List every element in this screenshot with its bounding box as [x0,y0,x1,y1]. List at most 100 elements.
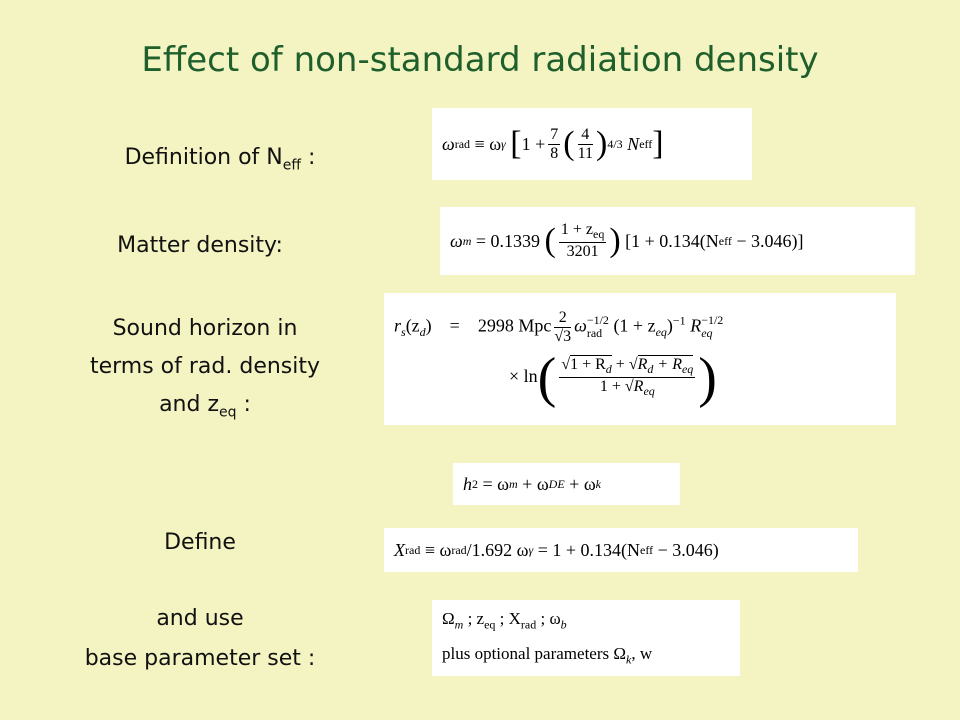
text-piece: , w [631,644,653,663]
text-piece: R [633,378,644,395]
text-piece: : [236,392,251,417]
group: 1 + √Req [559,377,695,399]
text-piece: γ [528,542,534,557]
text-piece: 8 [550,144,559,162]
text-piece: eq [593,227,605,242]
text-piece: terms of rad. density [89,354,321,379]
text-piece: eq [655,324,667,339]
text-piece: (1 + z [613,315,656,336]
text-piece: m [509,476,518,491]
text-piece: ) [425,315,432,336]
text-piece: = ω [482,473,510,494]
text-piece: R [690,315,702,336]
group: Ωm ; zeq ; Xrad ; ωb [442,609,567,632]
text-piece: b [560,617,567,631]
text-piece: ) [609,222,621,259]
text-piece: [1 + 0.134(N [625,230,719,251]
text-piece: [ [510,125,522,162]
text-piece: eff [640,542,654,557]
group: rs(zd) = 2998 Mpc 2 √3 ω −1/2 rad (1 + zeq)−1… [394,309,723,346]
group: √1 + Rd + √Rd + Req 1 + √Req [559,354,696,399]
text-piece: Sound horizon in [112,316,298,341]
text-piece: DE [548,476,565,491]
text-piece: 4 [577,126,593,145]
group: 1 + zeq [558,220,607,244]
text-piece: 2998 Mpc [477,315,552,336]
text-piece: Ω [442,608,455,628]
text-piece: 11 [577,144,593,162]
text-piece: 1 + R [570,355,606,373]
group: 2 √3 [554,309,572,346]
text-piece: ≡ ω [474,133,502,154]
slide-title: Effect of non-standard radiation density [141,40,819,80]
text-piece: rad [451,542,467,557]
equation-params: Ωm ; zeq ; Xrad ; ωb plus optional param… [432,600,740,676]
text-piece: plus optional parameters Ω [442,644,627,663]
text-piece: ( [544,222,556,259]
text-piece: ; X [495,608,521,628]
text-piece: ) [596,125,608,162]
text-piece: X [394,539,405,560]
text-piece: eff [282,157,302,174]
text-piece: + [615,355,625,373]
text-piece: −1/2 [701,313,724,327]
text-piece: 1 + [521,133,546,154]
label-define: Define [164,530,236,555]
text-piece: ( [563,125,575,162]
text-piece: −1/2 [586,313,609,327]
text-piece: rad [586,326,603,340]
text-piece: − 3.046) [657,539,719,560]
text-piece: r [394,315,402,336]
text-piece: ) [698,346,717,409]
text-piece: ( [537,346,557,409]
text-piece: rad [405,542,421,557]
text-piece: 2 [472,476,478,491]
text-piece: = 1 + 0.134(N [537,539,641,560]
text-piece: √3 [554,327,572,345]
group: 4 11 [577,126,593,163]
group: 1 + Rd [570,354,612,376]
group: plus optional parameters Ωk, w [442,644,652,667]
text-piece: − 3.046)] [736,230,804,251]
text-piece: (z [405,315,420,336]
text-piece: √ [561,355,571,373]
text-piece: γ [501,136,506,151]
text-piece: 4/3 [607,136,623,151]
label-and-use: and use [156,606,244,631]
label-neff: Definition of Neff : [80,145,360,173]
text-piece: 2 [554,309,572,328]
text-piece: eq [484,617,496,631]
text-piece: k [595,476,601,491]
equation-sound: rs(zd) = 2998 Mpc 2 √3 ω −1/2 rad (1 + zeq)−1… [384,293,896,425]
text-piece: k [626,652,632,667]
text-piece: m [462,233,472,248]
group: and zeq : [40,386,370,431]
text-piece: ; ω [536,608,561,628]
group: √1 + Rd + √Rd + Req [559,354,696,378]
text-piece: + ω [569,473,596,494]
text-piece: 1 + z [560,220,593,238]
text-piece: −1 [672,313,686,328]
text-piece: d [419,324,426,339]
text-piece: h [463,473,472,494]
text-piece: eff [718,233,732,248]
text-piece: ω [442,133,455,154]
group: −1/2 rad [587,314,609,340]
label-sound: Sound horizon in terms of rad. density and… [40,310,370,431]
text-piece: ] [652,125,664,162]
group: −1/2 eq [701,314,723,340]
text-piece: d [605,362,612,376]
text-piece: √ [628,355,638,373]
text-piece: rad [454,136,471,151]
group: Rd + Req [637,354,694,376]
text-piece: R [637,355,648,373]
text-piece: 1 + [599,378,621,395]
text-piece: 3201 [566,243,599,261]
text-piece: N [627,133,640,154]
text-piece: Definition of N [124,145,283,170]
